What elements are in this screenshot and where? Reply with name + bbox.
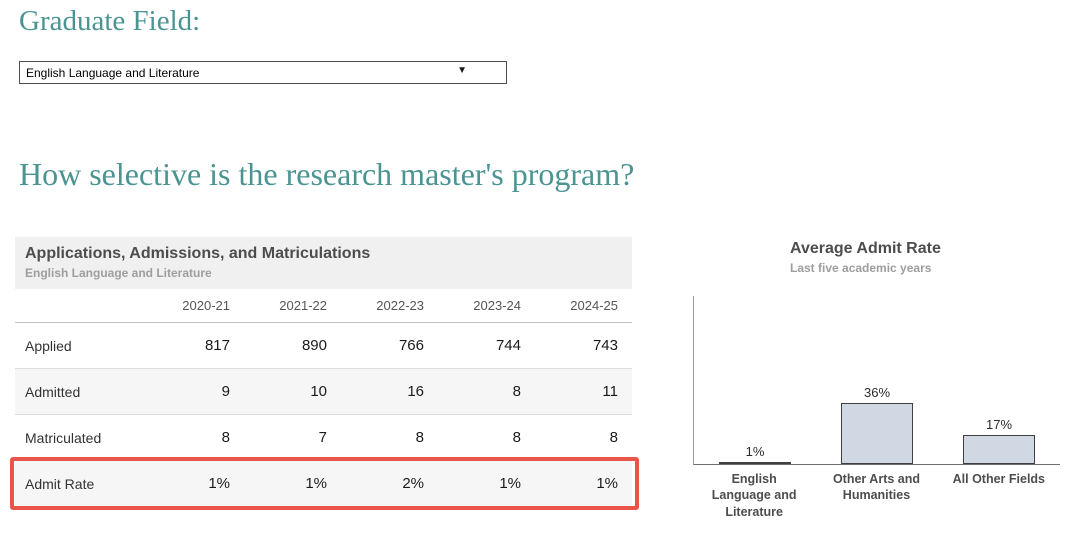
category-label-other-arts-and-humanities: Other Arts and Humanities	[832, 472, 921, 503]
row-label: Applied	[25, 337, 72, 354]
column-header: 2021-22	[279, 298, 327, 313]
row-label: Admit Rate	[25, 475, 95, 492]
column-header: 2023-24	[473, 298, 521, 313]
graduate-field-select[interactable]: English Language and Literature	[19, 61, 507, 84]
bar-value-label: 17%	[985, 417, 1013, 432]
table-header-row: 2020-21 2021-22 2022-23 2023-24 2024-25	[15, 289, 632, 323]
table-cell: 1%	[499, 475, 521, 492]
table-cell: 890	[301, 337, 327, 354]
graduate-field-label: Graduate Field:	[19, 5, 201, 37]
table-cell: 1%	[596, 475, 618, 492]
table-cell: 8	[609, 429, 618, 446]
chart-title: Average Admit Rate	[790, 240, 941, 257]
category-label-english-language-and-literature: English Language and Literature	[711, 472, 797, 519]
row-label: Matriculated	[25, 429, 102, 446]
chart-subtitle: Last five academic years	[790, 261, 932, 275]
bar-all-other-fields[interactable]	[963, 435, 1035, 464]
table-cell: 744	[495, 337, 521, 354]
x-axis-labels: English Language and Literature Other Ar…	[693, 471, 1060, 520]
table-cell: 10	[310, 383, 327, 400]
table-cell: 9	[221, 383, 230, 400]
table-row-applied: Applied 817 890 766 744 743	[15, 323, 632, 369]
admit-rate-bar-chart: 1% 36% 17% English Language and Literatu…	[693, 296, 1060, 520]
table-cell: 743	[592, 337, 618, 354]
bar-group: 17%	[938, 296, 1060, 464]
question-heading: How selective is the research master's p…	[19, 156, 635, 192]
table-cell: 7	[318, 429, 327, 446]
category-label-all-other-fields: All Other Fields	[952, 472, 1046, 486]
graduate-field-select-wrap: English Language and Literature ▼	[19, 61, 507, 84]
bar-other-arts-and-humanities[interactable]	[841, 403, 913, 464]
column-header: 2020-21	[182, 298, 230, 313]
table-cell: 1%	[305, 475, 327, 492]
table-row-matriculated: Matriculated 8 7 8 8 8	[15, 415, 632, 461]
column-header: 2024-25	[570, 298, 618, 313]
table-subtitle: English Language and Literature	[25, 266, 212, 280]
table-cell: 817	[204, 337, 230, 354]
bar-english-language-and-literature[interactable]	[719, 462, 791, 464]
table-cell: 8	[512, 429, 521, 446]
bar-value-label: 1%	[745, 444, 765, 459]
table-cell: 8	[415, 429, 424, 446]
table-cell: 8	[512, 383, 521, 400]
table-panel-header: Applications, Admissions, and Matriculat…	[15, 237, 632, 289]
bar-chart-plot: 1% 36% 17%	[693, 296, 1060, 465]
table-row-admitted: Admitted 9 10 16 8 11	[15, 369, 632, 415]
table-cell: 11	[602, 383, 618, 400]
table-title: Applications, Admissions, and Matriculat…	[25, 245, 371, 262]
row-label: Admitted	[25, 383, 81, 400]
bar-value-label: 36%	[863, 385, 891, 400]
table-cell: 1%	[208, 475, 230, 492]
table-cell: 2%	[402, 475, 424, 492]
bar-group: 1%	[694, 296, 816, 464]
bar-group: 36%	[816, 296, 938, 464]
table-cell: 766	[398, 337, 424, 354]
table-cell: 8	[221, 429, 230, 446]
table-cell: 16	[407, 383, 424, 400]
column-header: 2022-23	[376, 298, 424, 313]
admissions-table-panel: Applications, Admissions, and Matriculat…	[10, 237, 639, 510]
table-row-admit-rate: Admit Rate 1% 1% 2% 1% 1%	[10, 457, 639, 510]
chart-panel-header: Average Admit Rate Last five academic ye…	[790, 240, 941, 275]
